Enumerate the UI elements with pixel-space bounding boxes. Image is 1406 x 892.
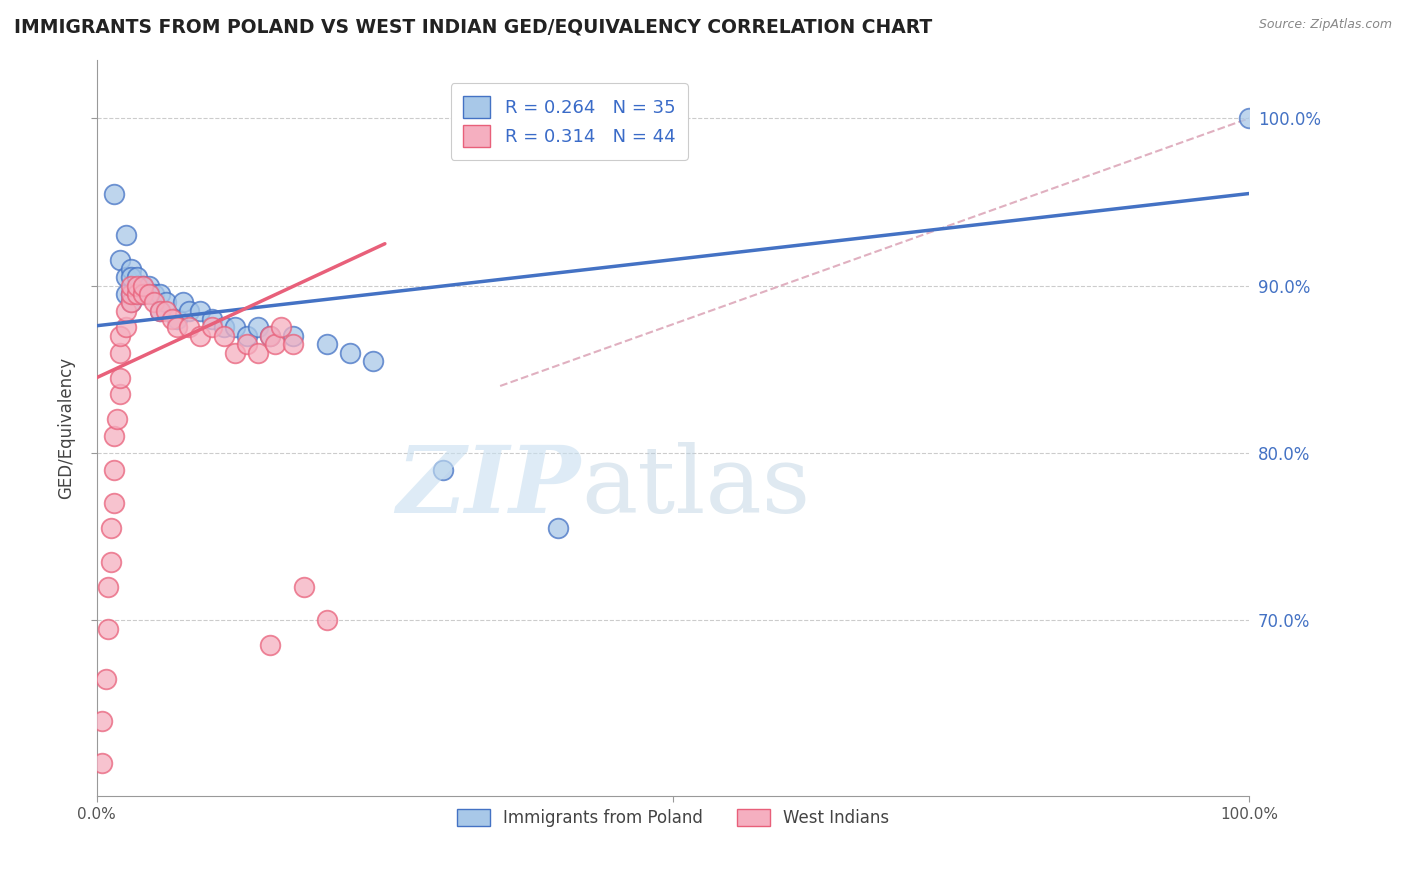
Point — [103, 429, 125, 443]
Point — [281, 337, 304, 351]
Point — [339, 345, 361, 359]
Point — [547, 521, 569, 535]
Point — [120, 278, 142, 293]
Text: Source: ZipAtlas.com: Source: ZipAtlas.com — [1258, 18, 1392, 31]
Point — [235, 337, 257, 351]
Point — [100, 555, 122, 569]
Point — [201, 312, 224, 326]
Point — [166, 320, 188, 334]
Point — [247, 320, 270, 334]
Point — [259, 328, 281, 343]
Point — [316, 613, 339, 627]
Point — [114, 320, 136, 334]
Point — [114, 303, 136, 318]
Point — [100, 521, 122, 535]
Point — [143, 295, 166, 310]
Point — [103, 186, 125, 201]
Point — [259, 328, 281, 343]
Point — [114, 270, 136, 285]
Point — [259, 639, 281, 653]
Point — [201, 320, 224, 334]
Point — [160, 312, 183, 326]
Point — [132, 287, 155, 301]
Point — [125, 287, 148, 301]
Point — [108, 370, 131, 384]
Point — [125, 287, 148, 301]
Point — [149, 303, 172, 318]
Point — [155, 295, 177, 310]
Point — [190, 303, 212, 318]
Point — [247, 345, 270, 359]
Point — [94, 672, 117, 686]
Legend: Immigrants from Poland, West Indians: Immigrants from Poland, West Indians — [449, 801, 897, 836]
Point — [190, 328, 212, 343]
Point — [108, 345, 131, 359]
Point — [138, 287, 160, 301]
Point — [120, 295, 142, 310]
Point — [125, 270, 148, 285]
Point — [138, 278, 160, 293]
Point — [114, 228, 136, 243]
Point — [132, 278, 155, 293]
Point — [143, 287, 166, 301]
Point — [264, 337, 287, 351]
Point — [103, 463, 125, 477]
Point — [97, 580, 120, 594]
Text: atlas: atlas — [581, 442, 810, 532]
Point — [432, 463, 454, 477]
Point — [292, 580, 315, 594]
Point — [91, 756, 114, 770]
Point — [132, 278, 155, 293]
Point — [281, 328, 304, 343]
Point — [1239, 111, 1261, 125]
Point — [316, 337, 339, 351]
Point — [120, 270, 142, 285]
Point — [120, 295, 142, 310]
Text: ZIP: ZIP — [396, 442, 581, 532]
Text: IMMIGRANTS FROM POLAND VS WEST INDIAN GED/EQUIVALENCY CORRELATION CHART: IMMIGRANTS FROM POLAND VS WEST INDIAN GE… — [14, 18, 932, 37]
Point — [91, 714, 114, 728]
Point — [155, 303, 177, 318]
Point — [120, 287, 142, 301]
Point — [363, 354, 385, 368]
Y-axis label: GED/Equivalency: GED/Equivalency — [58, 357, 75, 499]
Point — [108, 328, 131, 343]
Point — [177, 320, 200, 334]
Point — [132, 287, 155, 301]
Point — [172, 295, 194, 310]
Point — [224, 345, 246, 359]
Point — [108, 387, 131, 401]
Point — [270, 320, 292, 334]
Point — [120, 261, 142, 276]
Point — [224, 320, 246, 334]
Point — [212, 320, 235, 334]
Point — [107, 412, 129, 426]
Point — [108, 253, 131, 268]
Point — [166, 312, 188, 326]
Point — [103, 496, 125, 510]
Point — [177, 303, 200, 318]
Point — [120, 287, 142, 301]
Point — [235, 328, 257, 343]
Point — [149, 303, 172, 318]
Point — [149, 287, 172, 301]
Point — [125, 278, 148, 293]
Point — [114, 287, 136, 301]
Point — [97, 622, 120, 636]
Point — [212, 328, 235, 343]
